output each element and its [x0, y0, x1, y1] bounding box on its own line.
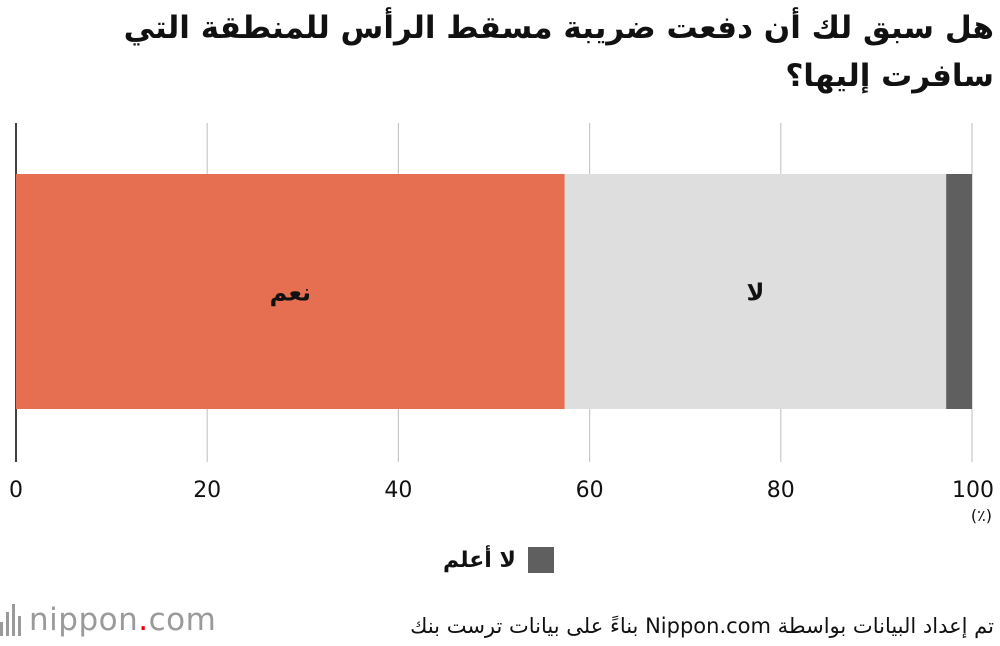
- legend-label: لا أعلم: [443, 547, 516, 573]
- bar-segment-2: [564, 174, 947, 409]
- unit-label: (٪): [970, 506, 992, 525]
- tick-label-80: 80: [767, 478, 795, 503]
- nippon-logo: nippon.com: [0, 602, 216, 638]
- segment-label-2: لا: [747, 279, 765, 307]
- legend: لا أعلم: [443, 547, 554, 573]
- tick-label-0: 0: [9, 478, 23, 503]
- legend-swatch: [527, 547, 554, 573]
- tick-label-60: 60: [576, 478, 604, 503]
- bar-segment-1: [16, 174, 565, 409]
- logo-text: nippon.com: [29, 602, 217, 638]
- tick-label-100: 100: [952, 478, 994, 503]
- tick-label-40: 40: [384, 478, 412, 503]
- bar-segment-3: [946, 174, 972, 409]
- source-note: تم إعداد البيانات بواسطة Nippon.com بناء…: [410, 614, 994, 638]
- chart-title: هل سبق لك أن دفعت ضريبة مسقط الرأس للمنط…: [123, 10, 994, 94]
- segment-label-1: نعم: [270, 279, 311, 307]
- tick-label-20: 20: [193, 478, 221, 503]
- logo-bars-icon: [0, 604, 21, 636]
